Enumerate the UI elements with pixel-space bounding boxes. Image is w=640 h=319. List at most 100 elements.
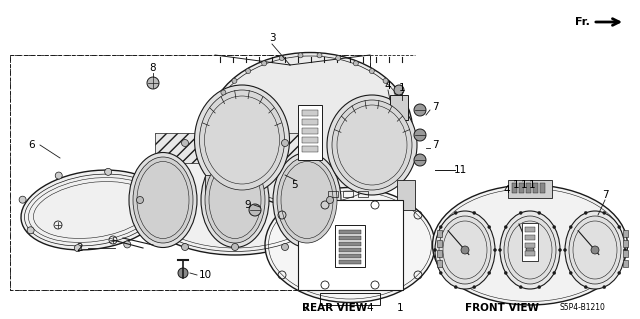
Circle shape: [519, 286, 522, 289]
Circle shape: [136, 197, 143, 204]
Circle shape: [19, 196, 26, 203]
Circle shape: [519, 211, 522, 214]
Bar: [339, 236, 361, 240]
Circle shape: [326, 197, 333, 204]
Circle shape: [439, 271, 442, 274]
Circle shape: [143, 180, 150, 187]
Ellipse shape: [195, 85, 289, 195]
Bar: [335, 225, 365, 267]
Bar: [302, 137, 318, 143]
Ellipse shape: [273, 152, 341, 248]
Bar: [525, 243, 535, 248]
Text: 1: 1: [521, 180, 527, 190]
Ellipse shape: [201, 152, 269, 248]
Ellipse shape: [21, 170, 165, 250]
Circle shape: [526, 246, 534, 254]
Circle shape: [584, 211, 588, 214]
Circle shape: [246, 69, 251, 74]
Circle shape: [353, 61, 358, 66]
Circle shape: [27, 227, 34, 234]
Circle shape: [623, 249, 627, 251]
Text: 7: 7: [432, 140, 438, 150]
Circle shape: [553, 226, 556, 229]
Circle shape: [439, 226, 442, 229]
Circle shape: [603, 286, 606, 289]
Bar: [533, 183, 538, 193]
Text: 10: 10: [198, 270, 212, 280]
Bar: [205, 175, 223, 205]
Bar: [298, 200, 403, 290]
Ellipse shape: [500, 211, 560, 289]
Bar: [328, 191, 338, 197]
Ellipse shape: [435, 211, 495, 289]
Bar: [302, 110, 318, 116]
Bar: [10, 55, 370, 290]
Circle shape: [383, 78, 388, 83]
Ellipse shape: [200, 90, 285, 190]
Text: 7: 7: [602, 190, 608, 200]
Circle shape: [473, 211, 476, 214]
Bar: [358, 191, 368, 197]
Circle shape: [279, 56, 284, 61]
Bar: [525, 235, 535, 240]
Circle shape: [473, 286, 476, 289]
Circle shape: [414, 154, 426, 166]
Text: 1: 1: [529, 180, 535, 190]
Bar: [339, 230, 361, 234]
Circle shape: [538, 211, 541, 214]
Circle shape: [488, 271, 491, 274]
Bar: [512, 183, 517, 193]
Circle shape: [569, 226, 572, 229]
Circle shape: [499, 249, 502, 251]
Bar: [390, 95, 408, 120]
Text: S5P4-B1210: S5P4-B1210: [560, 303, 606, 313]
Text: REAR VIEW: REAR VIEW: [302, 303, 367, 313]
Circle shape: [504, 271, 508, 274]
Circle shape: [232, 78, 237, 83]
Bar: [437, 230, 442, 237]
Ellipse shape: [327, 95, 417, 195]
Bar: [339, 242, 361, 246]
Bar: [343, 191, 353, 197]
Circle shape: [335, 56, 340, 61]
Text: 6: 6: [29, 140, 35, 150]
Circle shape: [584, 286, 588, 289]
Circle shape: [182, 139, 189, 146]
Circle shape: [369, 69, 374, 74]
Circle shape: [282, 139, 289, 146]
Bar: [540, 183, 545, 193]
Bar: [10, 55, 370, 290]
Bar: [623, 260, 628, 267]
Circle shape: [74, 245, 81, 252]
Bar: [302, 146, 318, 152]
Circle shape: [603, 211, 606, 214]
Ellipse shape: [207, 53, 413, 207]
Circle shape: [591, 246, 599, 254]
Bar: [437, 250, 442, 257]
Circle shape: [147, 77, 159, 89]
Text: 4: 4: [385, 81, 391, 91]
Circle shape: [618, 271, 621, 274]
Bar: [302, 119, 318, 125]
Ellipse shape: [565, 211, 625, 289]
Circle shape: [433, 249, 436, 251]
Circle shape: [124, 241, 131, 248]
Text: 3: 3: [269, 33, 275, 43]
Circle shape: [553, 271, 556, 274]
Circle shape: [454, 211, 457, 214]
Bar: [623, 250, 628, 257]
Bar: [519, 183, 524, 193]
Circle shape: [162, 201, 169, 208]
Bar: [339, 248, 361, 252]
Bar: [623, 240, 628, 247]
Circle shape: [262, 61, 267, 66]
Bar: [623, 230, 628, 237]
Text: FRONT VIEW: FRONT VIEW: [465, 303, 539, 313]
Circle shape: [232, 243, 239, 250]
Ellipse shape: [332, 100, 412, 190]
FancyArrowPatch shape: [596, 19, 619, 25]
Text: 1: 1: [513, 180, 519, 190]
Text: 7: 7: [301, 303, 308, 313]
Bar: [339, 260, 361, 264]
Text: 4: 4: [504, 185, 510, 195]
